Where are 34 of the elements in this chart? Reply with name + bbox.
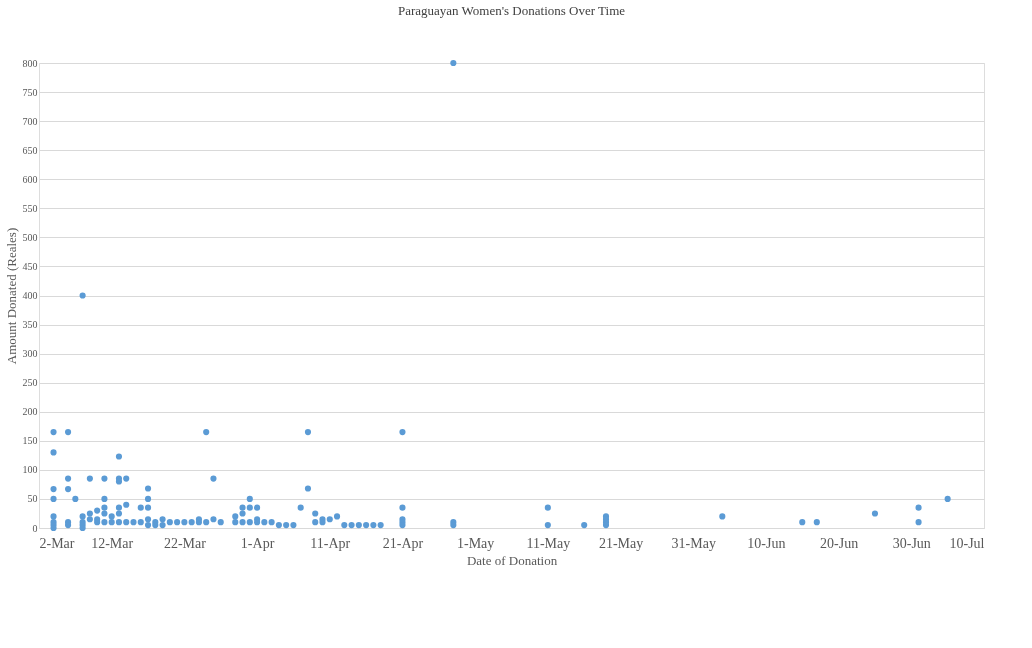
y-tick-label: 300	[22, 348, 38, 360]
y-tick-label: 500	[22, 231, 38, 243]
x-tick-label: 21-May	[598, 535, 644, 551]
y-tick-label: 400	[22, 290, 38, 301]
y-tick-label: 150	[22, 435, 38, 447]
x-tick-label: 30-Jun	[892, 535, 931, 551]
x-tick-label: 1-Apr	[240, 535, 275, 551]
x-tick-label: 1-May	[456, 535, 495, 551]
y-tick-label: 50	[27, 493, 38, 505]
x-tick-label: 31-May	[671, 535, 716, 551]
x-tick-label: 11-Apr	[310, 535, 351, 551]
y-tick-label: 0	[32, 522, 38, 534]
y-axis-title: Amount Donated (Reales)	[3, 227, 19, 365]
x-tick-label: 21-Apr	[382, 535, 424, 551]
y-tick-label: 250	[22, 377, 38, 389]
y-tick-label: 550	[22, 202, 38, 214]
x-tick-label: 12-Mar	[91, 535, 134, 551]
y-tick-label: 700	[22, 115, 38, 127]
y-tick-label: 650	[22, 144, 38, 156]
x-tick-label: 11-May	[526, 535, 571, 551]
x-tick-label: 20-Jun	[820, 535, 859, 551]
y-tick-label: 100	[22, 464, 38, 476]
x-tick-label: 2-Mar	[39, 535, 75, 551]
y-tick-label: 350	[22, 319, 38, 331]
y-tick-label: 800	[22, 57, 38, 69]
chart-title: Paraguayan Women's Donations Over Time	[397, 3, 626, 18]
y-tick-label: 450	[22, 260, 38, 272]
x-tick-label: 10-Jul	[949, 535, 985, 551]
x-axis-title: Date of Donation	[466, 552, 558, 568]
y-tick-label: 200	[22, 406, 38, 418]
x-tick-label: 10-Jun	[747, 535, 786, 551]
y-tick-label: 750	[22, 86, 38, 98]
x-tick-label: 22-Mar	[163, 535, 207, 551]
y-tick-label: 600	[22, 173, 38, 185]
